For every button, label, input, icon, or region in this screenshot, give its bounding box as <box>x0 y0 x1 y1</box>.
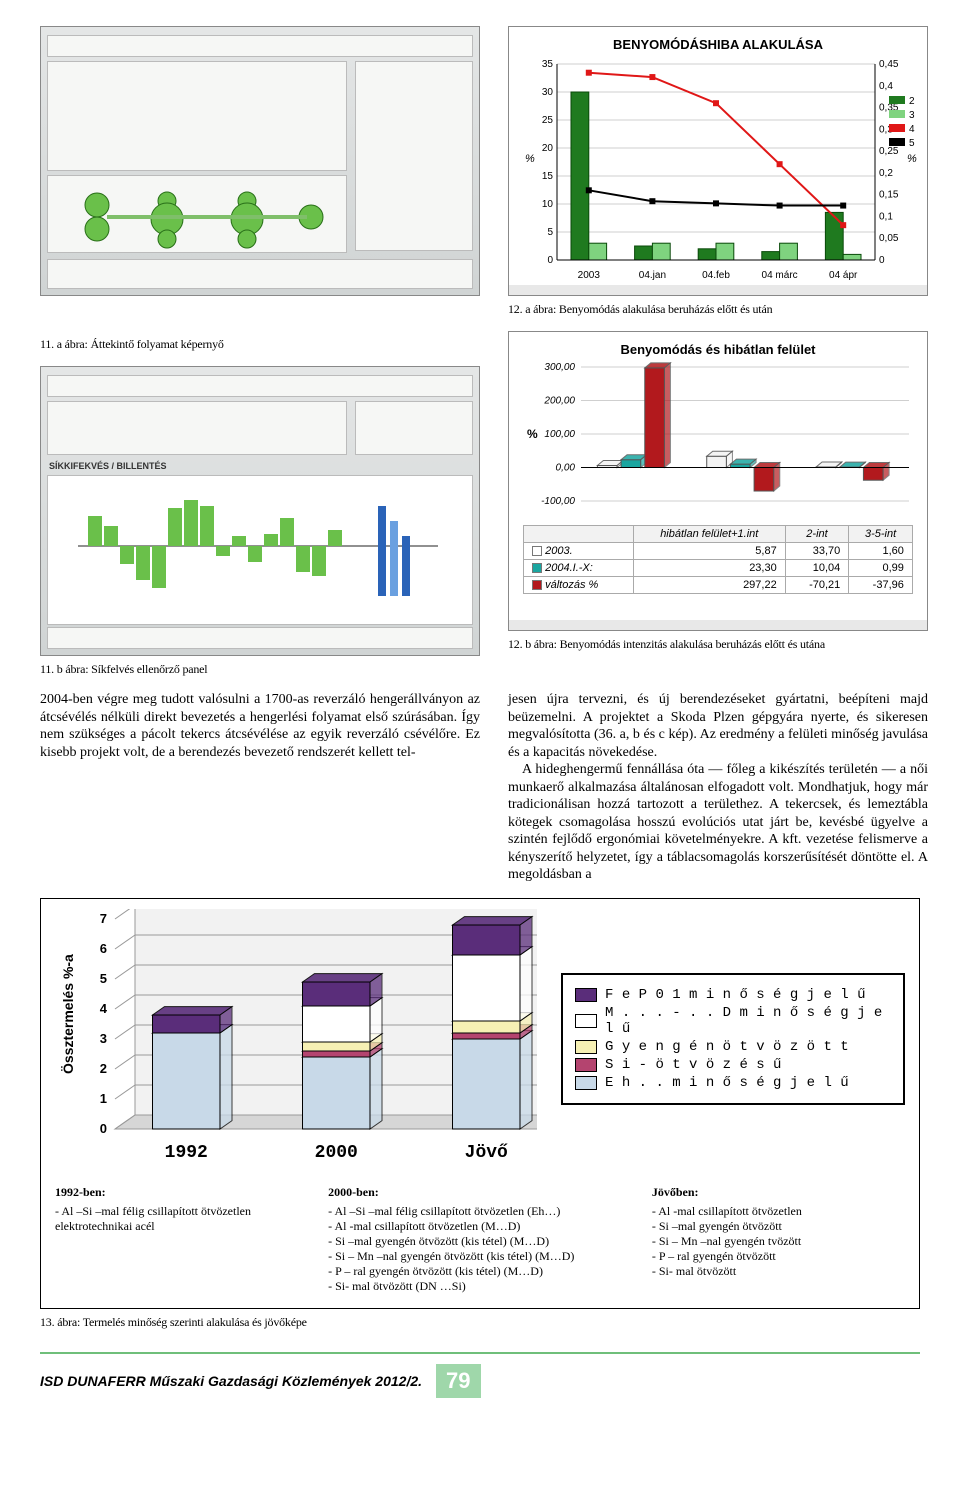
svg-text:5: 5 <box>909 138 915 149</box>
svg-text:1992: 1992 <box>165 1143 208 1163</box>
svg-text:04.jan: 04.jan <box>639 270 666 281</box>
caption-11b: 11. b ábra: Síkfelvés ellenőrző panel <box>40 662 480 677</box>
footer-page: 79 <box>436 1364 480 1398</box>
svg-text:3: 3 <box>100 1031 107 1046</box>
bigchart-legend: F e P 0 1 m i n ő s é g j e l űM . . . -… <box>561 973 905 1105</box>
caption-12a: 12. a ábra: Benyomódás alakulása beruház… <box>508 302 928 317</box>
chart12b-svg: 300,00 200,00 100,00 0,00 -100,00% <box>515 361 919 521</box>
svg-text:4: 4 <box>100 1001 108 1016</box>
svg-text:0,25: 0,25 <box>879 146 899 157</box>
chart12b-table: hibátlan felület+1.int2-int3-5-int2003.5… <box>523 525 913 594</box>
para-left: 2004-ben végre meg tudott valósulni a 17… <box>40 691 480 761</box>
svg-text:0,15: 0,15 <box>879 190 899 201</box>
svg-text:4: 4 <box>909 124 915 135</box>
svg-text:0,4: 0,4 <box>879 81 893 92</box>
svg-text:0,00: 0,00 <box>556 463 576 474</box>
svg-text:0: 0 <box>879 255 885 266</box>
para-right-b: A hideghengermű fennállása óta — főleg a… <box>508 761 928 884</box>
svg-text:200,00: 200,00 <box>543 396 575 407</box>
svg-text:15: 15 <box>542 171 554 182</box>
svg-text:Jövő: Jövő <box>465 1143 508 1163</box>
body-text: 2004-ben végre meg tudott valósulni a 17… <box>40 691 920 884</box>
svg-text:0,1: 0,1 <box>879 211 893 222</box>
svg-text:30: 30 <box>542 87 554 98</box>
svg-text:04 márc: 04 márc <box>762 270 798 281</box>
svg-text:Össztermelés %-a: Össztermelés %-a <box>60 953 76 1073</box>
svg-text:100,00: 100,00 <box>544 429 575 440</box>
chart12a-svg: 0510152025303500,050,10,150,20,250,30,35… <box>515 56 919 286</box>
caption-13: 13. ábra: Termelés minőség szerinti alak… <box>40 1315 920 1330</box>
svg-text:%: % <box>907 153 917 165</box>
caption-12b: 12. b ábra: Benyomódás intenzitás alakul… <box>508 637 928 652</box>
svg-text:7: 7 <box>100 911 107 926</box>
svg-text:2: 2 <box>909 96 915 107</box>
svg-text:5: 5 <box>100 971 107 986</box>
svg-text:3: 3 <box>909 110 915 121</box>
svg-text:0,45: 0,45 <box>879 59 899 70</box>
svg-text:0,05: 0,05 <box>879 233 899 244</box>
svg-text:0: 0 <box>547 255 553 266</box>
fig11b-screenshot: SÍKKIFEKVÉS SÍKKIFEKVÉS / BILLENTÉS <box>40 366 480 656</box>
ui11b-sec: SÍKKIFEKVÉS / BILLENTÉS <box>49 461 167 471</box>
bigchart-lists: 1992-ben:Al –Si –mal félig csillapított … <box>55 1185 905 1294</box>
svg-text:5: 5 <box>547 227 553 238</box>
svg-text:300,00: 300,00 <box>544 362 575 373</box>
svg-text:6: 6 <box>100 941 107 956</box>
svg-text:%: % <box>525 153 535 165</box>
para-right-a: jesen újra tervezni, és új berendezéseke… <box>508 691 928 761</box>
svg-text:2: 2 <box>100 1061 107 1076</box>
svg-text:2000: 2000 <box>315 1143 358 1163</box>
svg-text:10: 10 <box>542 199 554 210</box>
chart12b-title: Benyomódás és hibátlan felület <box>515 338 921 361</box>
svg-text:04 ápr: 04 ápr <box>829 270 858 281</box>
fig12b-chart: Benyomódás és hibátlan felület 300,00 200… <box>508 331 928 631</box>
fig11a-screenshot: TELJES TECH. <box>40 26 480 296</box>
fig13-chart: 0 1 2 3 4 5 6 7 Össztermelés %-a 1992 2000 Jövő F e… <box>40 898 920 1309</box>
svg-text:0,2: 0,2 <box>879 168 893 179</box>
svg-text:20: 20 <box>542 143 554 154</box>
bigchart-svg: 0 1 2 3 4 5 6 7 Össztermelés %-a 1992 2000 Jövő <box>55 909 537 1169</box>
svg-text:0: 0 <box>100 1121 107 1136</box>
svg-text:1: 1 <box>100 1091 107 1106</box>
fig12a-chart: BENYOMÓDÁSHIBA ALAKULÁSA 051015202530350… <box>508 26 928 296</box>
svg-text:2003: 2003 <box>578 270 601 281</box>
footer-pub: ISD DUNAFERR Műszaki Gazdasági Közlemény… <box>40 1373 422 1389</box>
svg-text:04.feb: 04.feb <box>702 270 730 281</box>
svg-text:35: 35 <box>542 59 554 70</box>
svg-text:-100,00: -100,00 <box>541 496 575 507</box>
svg-text:25: 25 <box>542 115 554 126</box>
svg-text:%: % <box>527 427 538 441</box>
chart12a-title: BENYOMÓDÁSHIBA ALAKULÁSA <box>515 33 921 56</box>
caption-11a: 11. a ábra: Áttekintő folyamat képernyő <box>40 337 480 352</box>
